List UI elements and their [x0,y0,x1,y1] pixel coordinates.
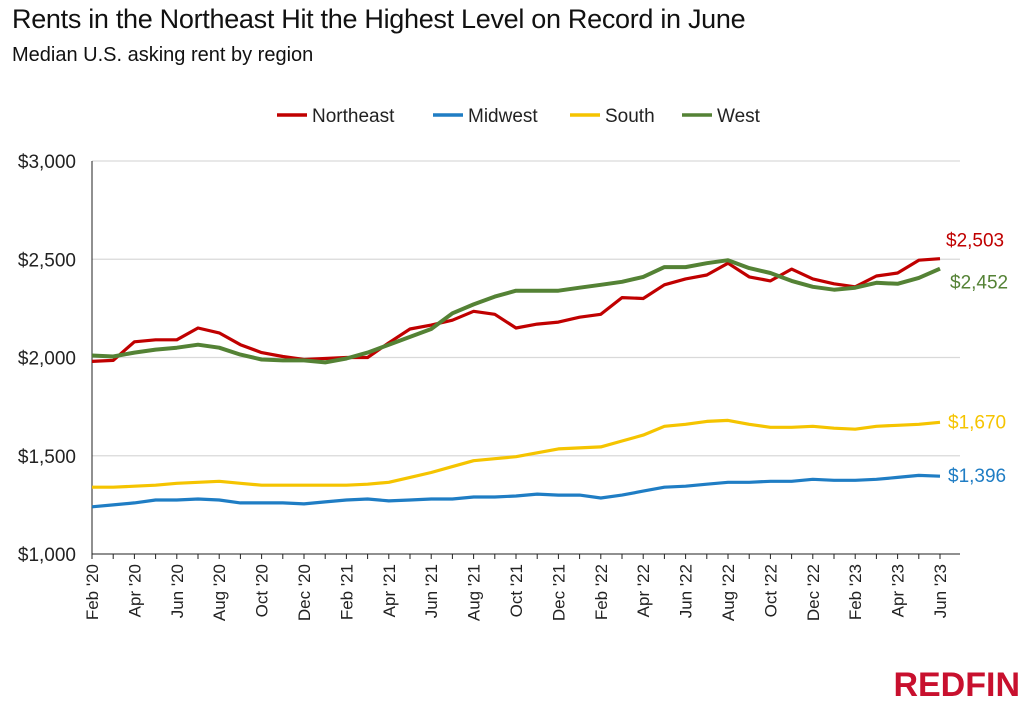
x-tick-label: Feb '22 [592,564,611,620]
x-tick-label: Jun '21 [422,564,441,618]
x-tick-label: Apr '21 [380,564,399,617]
legend-label-midwest: Midwest [468,106,538,127]
x-tick-label: Aug '20 [210,564,229,621]
legend-label-west: West [717,106,761,127]
y-tick-label: $1,000 [18,545,76,566]
x-tick-label: Jun '23 [931,564,950,618]
legend-label-south: South [605,106,655,127]
x-tick-label: Jun '22 [677,564,696,618]
x-tick-label: Aug '21 [465,564,484,621]
x-tick-label: Feb '23 [846,564,865,620]
chart-title: Rents in the Northeast Hit the Highest L… [12,4,746,34]
x-tick-label: Apr '20 [125,564,144,617]
y-tick-label: $2,000 [18,349,76,370]
x-tick-label: Oct '21 [507,564,526,617]
series-line-south [92,418,941,489]
x-tick-label: Feb '21 [337,564,356,620]
end-label-northeast: $2,503 [946,231,1004,252]
end-label-midwest: $1,396 [948,466,1006,487]
x-tick-label: Jun '20 [168,564,187,618]
y-tick-label: $1,500 [18,447,76,468]
x-tick-label: Apr '23 [889,564,908,617]
x-tick-label: Feb '20 [83,564,102,620]
chart-subtitle: Median U.S. asking rent by region [12,44,314,66]
redfin-logo: REDFIN [893,666,1020,704]
end-label-south: $1,670 [948,412,1006,433]
y-tick-label: $3,000 [18,152,76,173]
x-tick-label: Apr '22 [634,564,653,617]
end-label-west: $2,452 [950,273,1008,294]
x-tick-label: Dec '21 [549,564,568,621]
series-line-west [91,258,941,365]
y-tick-label: $2,500 [18,250,76,271]
x-tick-label: Oct '22 [761,564,780,617]
x-tick-label: Dec '20 [295,564,314,621]
x-tick-label: Oct '20 [253,564,272,617]
x-tick-label: Aug '22 [719,564,738,621]
x-tick-label: Dec '22 [804,564,823,621]
legend-label-northeast: Northeast [312,106,395,127]
